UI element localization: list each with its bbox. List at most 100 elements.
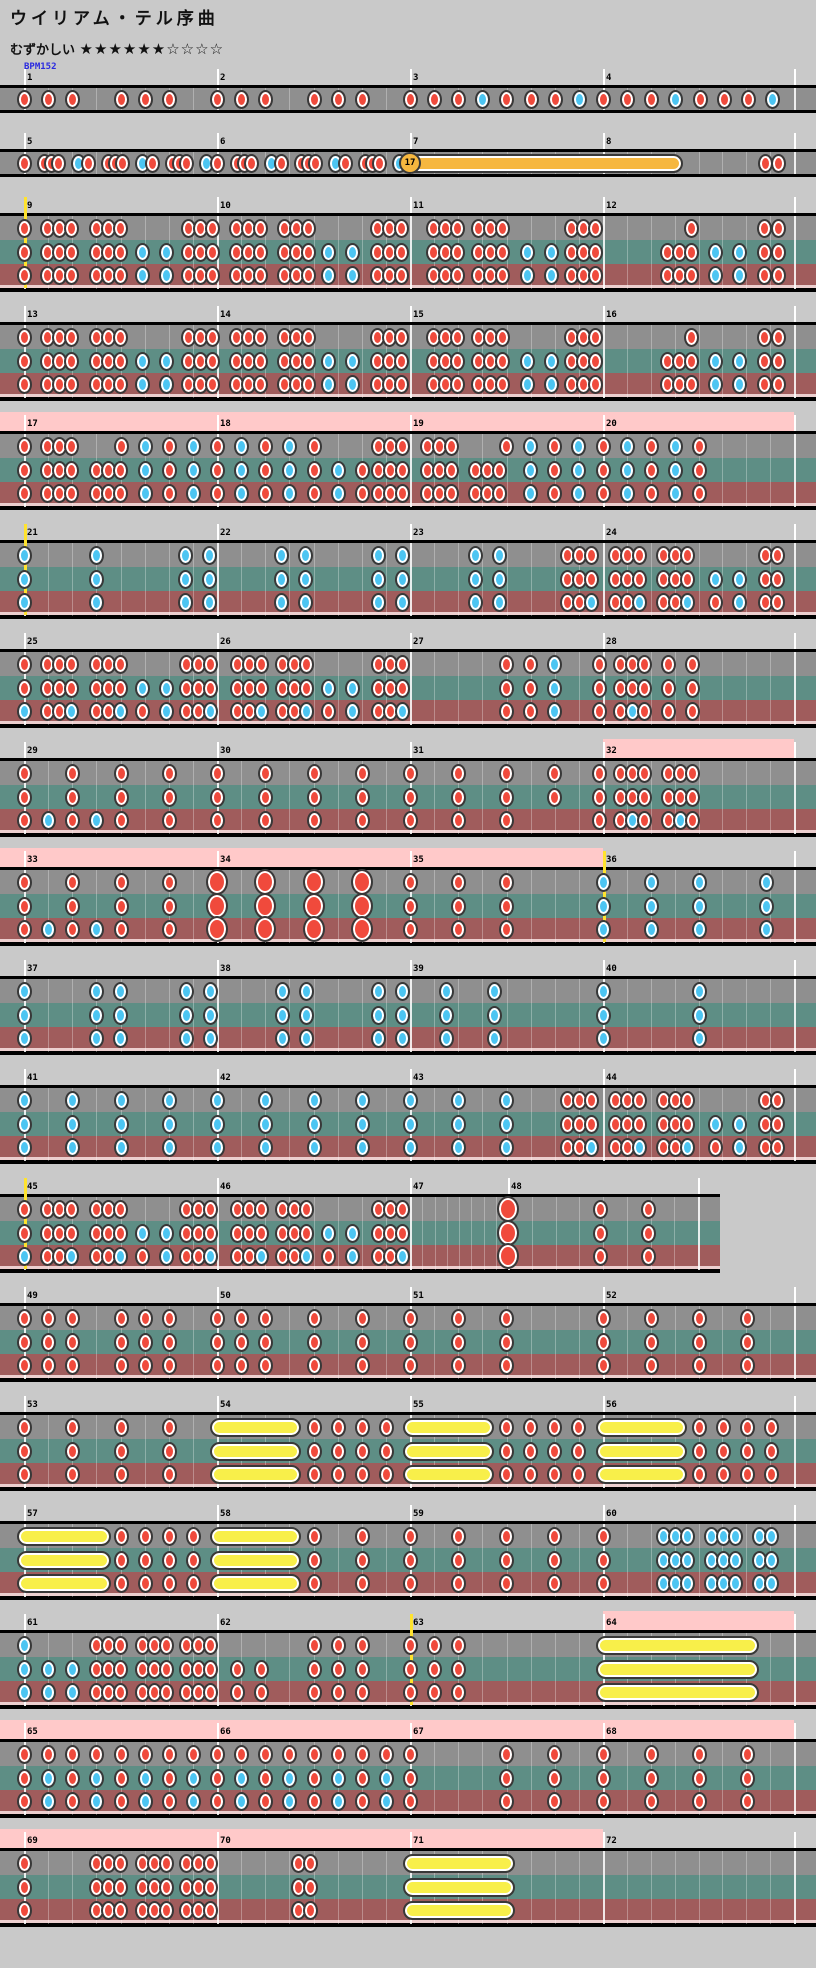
ka-note: [321, 1224, 336, 1243]
beat-line: [770, 652, 771, 725]
measure-number: 61: [27, 1618, 38, 1628]
ka-note: [439, 1006, 454, 1025]
ka-note: [732, 266, 747, 285]
don-note: [331, 1442, 346, 1461]
beat-line: [193, 543, 194, 616]
don-note: [770, 593, 785, 612]
don-note: [427, 90, 442, 109]
ka-note: [345, 1247, 360, 1266]
beat-line: [241, 543, 242, 616]
band-bottom-strip: [0, 721, 816, 724]
measure-tick: [410, 133, 412, 149]
don-note: [138, 1574, 153, 1593]
measure-tick: [410, 1069, 412, 1085]
beat-line: [507, 543, 508, 616]
ka-note: [89, 1029, 104, 1048]
beat-line: [386, 761, 387, 834]
don-note: [644, 1356, 659, 1375]
measure-tick: [217, 524, 219, 540]
don-note: [65, 1745, 80, 1764]
drumroll-note: [403, 1465, 494, 1484]
beat-line: [627, 216, 628, 289]
ka-note: [439, 982, 454, 1001]
don-note: [584, 1091, 599, 1110]
measure-number: 50: [220, 1291, 231, 1301]
don-note: [65, 873, 80, 892]
don-note: [114, 1333, 129, 1352]
don-note: [113, 1660, 128, 1679]
don-note: [770, 570, 785, 589]
beat-line: [459, 1197, 460, 1270]
ka-note: [186, 461, 201, 480]
ka-note: [234, 461, 249, 480]
don-note: [258, 1792, 273, 1811]
ka-note: [299, 1029, 314, 1048]
beat-line: [555, 1851, 556, 1924]
don-note: [661, 655, 676, 674]
ka-note: [764, 1574, 779, 1593]
ka-note: [307, 1091, 322, 1110]
don-note: [203, 655, 218, 674]
measure-tick: [24, 1287, 26, 1303]
don-note: [299, 679, 314, 698]
don-note: [450, 328, 465, 347]
don-note: [692, 484, 707, 503]
ka-note: [620, 461, 635, 480]
don-note: [179, 154, 194, 173]
don-note: [684, 219, 699, 238]
ka-note: [41, 1683, 56, 1702]
don-note: [379, 1745, 394, 1764]
don-note: [355, 1792, 370, 1811]
don-note: [395, 679, 410, 698]
ka-note: [596, 873, 611, 892]
row-end-line: [794, 543, 796, 616]
ka-note: [492, 546, 507, 565]
don-note: [230, 1660, 245, 1679]
don-note: [210, 484, 225, 503]
don-note: [138, 1527, 153, 1546]
row-end-line: [794, 1851, 796, 1924]
don-note: [395, 484, 410, 503]
don-note: [592, 679, 607, 698]
don-note: [708, 593, 723, 612]
measure-tick: [217, 69, 219, 85]
don-note: [740, 1792, 755, 1811]
measure-number: 56: [606, 1400, 617, 1410]
band-border-bottom: [0, 615, 816, 619]
gogo-time-strip: [603, 1611, 794, 1630]
big-don-note: [497, 1243, 519, 1269]
don-note: [596, 1527, 611, 1546]
don-note: [771, 219, 786, 238]
measure-number: 68: [606, 1727, 617, 1737]
don-note: [588, 352, 603, 371]
don-note: [403, 1769, 418, 1788]
measure-number: 65: [27, 1727, 38, 1737]
measure-number: 58: [220, 1509, 231, 1519]
measure-number: 48: [511, 1182, 522, 1192]
ka-note: [379, 1792, 394, 1811]
beat-line: [675, 1306, 676, 1379]
don-note: [450, 266, 465, 285]
beat-line: [289, 543, 290, 616]
band-border-bottom: [0, 1814, 816, 1818]
ka-note: [159, 375, 174, 394]
don-note: [593, 1224, 608, 1243]
don-note: [17, 352, 32, 371]
row-end-tick: [794, 1614, 796, 1630]
don-note: [771, 328, 786, 347]
don-note: [499, 1551, 514, 1570]
don-note: [444, 437, 459, 456]
measure-tick: [603, 197, 605, 213]
beat-line: [531, 870, 532, 943]
balloon-note-bar: [403, 154, 683, 173]
measure-number: 26: [220, 637, 231, 647]
don-note: [331, 90, 346, 109]
don-note: [186, 1527, 201, 1546]
beat-line: [482, 1524, 483, 1597]
ka-note: [234, 1792, 249, 1811]
beat-line: [193, 1415, 194, 1488]
band-border-top: [0, 1194, 720, 1197]
band-border-bottom: [0, 1269, 720, 1273]
don-note: [64, 219, 79, 238]
